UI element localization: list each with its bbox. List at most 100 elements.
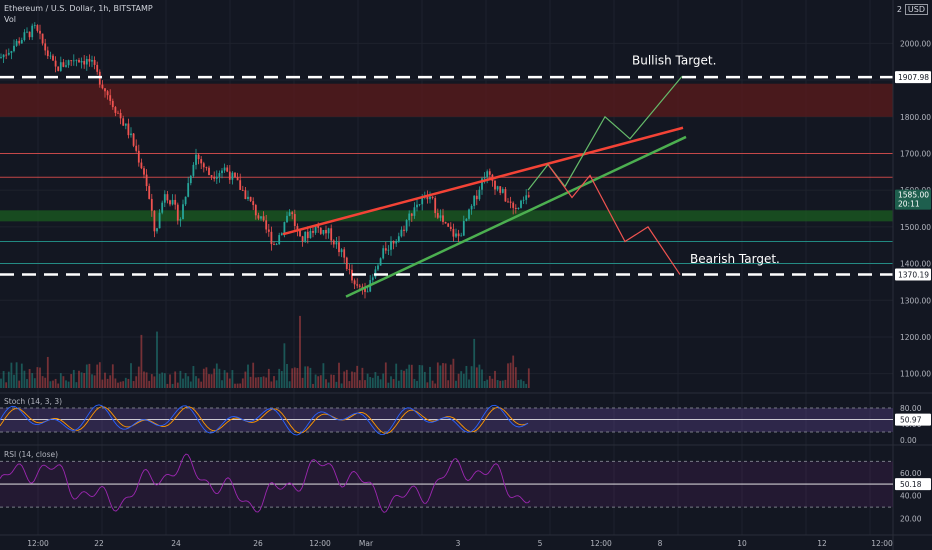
volume-bar bbox=[374, 372, 377, 388]
candle-body bbox=[452, 228, 455, 237]
candle-body bbox=[182, 204, 184, 220]
volume-bar bbox=[509, 362, 512, 388]
candle-body bbox=[468, 209, 470, 219]
volume-bar bbox=[132, 381, 135, 388]
volume-bar bbox=[364, 380, 366, 388]
time-tick-label: 12:00 bbox=[590, 539, 612, 548]
candle-body bbox=[59, 62, 62, 71]
candle-body bbox=[239, 180, 242, 190]
candle-body bbox=[189, 175, 192, 184]
candle-body bbox=[91, 59, 93, 62]
candle-body bbox=[416, 204, 418, 208]
candle-body bbox=[348, 268, 351, 270]
candle-body bbox=[169, 200, 171, 205]
volume-bar bbox=[254, 377, 257, 388]
volume-bar bbox=[10, 362, 13, 388]
volume-bar bbox=[413, 378, 416, 388]
candle-body bbox=[262, 216, 265, 221]
wedge-support-line bbox=[345, 135, 687, 298]
volume-bar bbox=[527, 368, 530, 388]
volume-bar bbox=[130, 363, 132, 388]
volume-bar bbox=[257, 377, 260, 388]
candle-body bbox=[166, 194, 169, 201]
volume-bar bbox=[150, 374, 153, 388]
price-line-box bbox=[895, 268, 931, 281]
candle-body bbox=[101, 84, 104, 89]
volume-bar bbox=[80, 372, 83, 388]
candle-body bbox=[507, 201, 509, 203]
candle-body bbox=[288, 212, 291, 216]
candle-body bbox=[39, 30, 41, 34]
volume-bar bbox=[91, 374, 93, 388]
volume-bar bbox=[491, 378, 494, 388]
currency-selector[interactable]: 2 USD bbox=[897, 4, 928, 15]
volume-bar bbox=[41, 376, 44, 388]
candle-body bbox=[335, 242, 338, 245]
volume-bar bbox=[278, 368, 281, 388]
volume-bar bbox=[226, 372, 229, 388]
candle-body bbox=[241, 189, 244, 191]
candle-body bbox=[265, 220, 268, 230]
candle-body bbox=[325, 229, 327, 234]
volume-bar bbox=[361, 367, 364, 388]
volume-bar bbox=[507, 363, 509, 388]
candle-body bbox=[387, 249, 390, 251]
time-tick-label: Mar bbox=[359, 539, 374, 548]
candle-body bbox=[202, 163, 205, 168]
candle-body bbox=[208, 167, 210, 176]
volume-bar bbox=[280, 371, 283, 388]
volume-bar bbox=[436, 362, 439, 388]
candle-body bbox=[382, 248, 385, 259]
candle-body bbox=[356, 284, 359, 286]
volume-bar bbox=[252, 362, 255, 388]
rsi-tick-label: 20.00 bbox=[900, 515, 922, 524]
candle-body bbox=[0, 57, 2, 59]
stoch-k-line bbox=[0, 404, 529, 436]
candle-body bbox=[343, 249, 346, 258]
candle-body bbox=[249, 196, 252, 202]
candle-body bbox=[455, 233, 457, 237]
candle-body bbox=[122, 118, 125, 126]
volume-bar bbox=[169, 374, 171, 388]
volume-bar bbox=[119, 381, 122, 388]
volume-bar bbox=[195, 376, 197, 388]
volume-bar bbox=[478, 364, 481, 388]
candle-body bbox=[62, 62, 65, 67]
volume-bar bbox=[348, 381, 351, 388]
candle-body bbox=[15, 40, 18, 46]
candle-body bbox=[304, 231, 307, 242]
volume-bar bbox=[410, 364, 413, 388]
volume-bar bbox=[460, 371, 463, 388]
price-line-box bbox=[895, 71, 931, 84]
candle-body bbox=[278, 235, 281, 245]
volume-bar bbox=[338, 362, 340, 388]
volume-bar bbox=[33, 378, 36, 388]
volume-bar bbox=[496, 380, 499, 388]
candle-body bbox=[163, 194, 166, 203]
candle-body bbox=[314, 225, 317, 233]
candle-body bbox=[514, 207, 517, 209]
candle-body bbox=[283, 222, 286, 234]
volume-bar bbox=[93, 375, 96, 388]
candle-body bbox=[353, 280, 356, 285]
candle-body bbox=[72, 60, 75, 62]
volume-bar bbox=[104, 372, 106, 388]
volume-bar bbox=[314, 374, 317, 388]
candle-body bbox=[312, 230, 314, 233]
volume-bar bbox=[418, 364, 421, 388]
volume-bar bbox=[228, 378, 231, 388]
volume-bar bbox=[36, 367, 39, 388]
wedge-resistance-line bbox=[282, 126, 684, 236]
candle-body bbox=[470, 205, 473, 210]
volume-bar bbox=[200, 381, 203, 388]
candle-body bbox=[501, 189, 504, 193]
volume-bar bbox=[223, 370, 226, 388]
stoch-tick-label: 80.00 bbox=[900, 404, 922, 413]
volume-bar bbox=[161, 372, 164, 388]
candle-body bbox=[70, 60, 73, 62]
candle-body bbox=[49, 55, 52, 57]
price-tick-label: 1700.00 bbox=[900, 149, 931, 158]
volume-bar bbox=[462, 373, 465, 388]
candle-body bbox=[345, 257, 348, 269]
